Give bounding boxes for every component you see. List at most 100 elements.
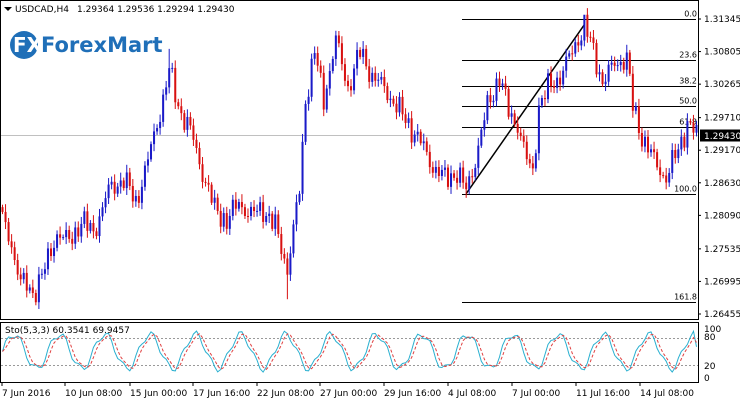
- candle-body: [265, 216, 268, 222]
- candle-body: [28, 287, 31, 291]
- candle-body: [256, 210, 259, 212]
- candle-body: [74, 227, 77, 244]
- candle-body: [156, 128, 159, 132]
- candle-body: [253, 206, 256, 212]
- candle-body: [395, 103, 398, 113]
- collapse-triangle-icon[interactable]: [4, 7, 12, 11]
- candle-body: [401, 96, 404, 115]
- candle-body: [334, 35, 337, 59]
- y-tick-label: 1.27535: [704, 245, 740, 255]
- x-tick-label: 22 Jun 08:00: [257, 389, 314, 399]
- candle-body: [692, 122, 695, 133]
- candle-body: [374, 72, 377, 81]
- candle-body: [353, 68, 356, 91]
- candle-body: [380, 76, 383, 80]
- candle-body: [486, 95, 489, 121]
- x-tick-label: 27 Jun 00:00: [320, 389, 377, 399]
- candle-body: [534, 153, 537, 169]
- candle-body: [556, 77, 559, 88]
- candle-body: [477, 145, 480, 168]
- candle-body: [159, 121, 162, 129]
- candle-body: [168, 68, 171, 88]
- candle-body: [134, 195, 137, 202]
- candle-body: [219, 210, 222, 227]
- candle-body: [143, 165, 146, 187]
- candle-body: [25, 272, 28, 291]
- candle-body: [101, 207, 104, 217]
- candle-body: [413, 134, 416, 143]
- candle-body: [659, 167, 662, 176]
- candle-body: [322, 72, 325, 110]
- candle-body: [204, 181, 207, 183]
- candle-body: [586, 14, 589, 37]
- candle-body: [610, 62, 613, 65]
- candle-body: [295, 202, 298, 225]
- candle-body: [640, 133, 643, 147]
- candle-body: [440, 169, 443, 176]
- candle-body: [107, 184, 110, 199]
- candle-body: [128, 172, 131, 186]
- candle-body: [459, 167, 462, 183]
- candle-body: [665, 175, 668, 183]
- candle-body: [189, 116, 192, 126]
- candle-body: [71, 238, 74, 244]
- forexmart-logo: FX ForexMart: [10, 31, 163, 59]
- candle-body: [537, 105, 540, 154]
- candle-body: [365, 48, 368, 67]
- candle-body: [350, 86, 353, 91]
- candle-body: [568, 53, 571, 57]
- candle-body: [259, 202, 262, 211]
- logo-mark: FX: [13, 33, 43, 57]
- candle-body: [695, 124, 698, 133]
- candle-body: [656, 152, 659, 168]
- stoch-plot-frame: [0, 322, 699, 383]
- candle-body: [546, 73, 550, 100]
- candle-body: [277, 214, 280, 235]
- candle-body: [46, 248, 49, 270]
- candle-body: [34, 293, 37, 303]
- candle-body: [7, 222, 10, 242]
- logo-text: ForexMart: [41, 33, 163, 57]
- candle-body: [428, 151, 431, 168]
- candle-body: [340, 43, 343, 65]
- candle-body: [56, 234, 59, 248]
- candle-body: [592, 37, 595, 43]
- x-tick-label: 29 Jun 16:00: [384, 389, 441, 399]
- x-tick-label: 7 Jun 2016: [2, 389, 51, 399]
- candle-body: [19, 274, 22, 280]
- candle-body: [650, 149, 653, 153]
- candle-body: [492, 100, 495, 103]
- y-tick-label: 1.30805: [704, 48, 740, 58]
- candle-body: [98, 216, 101, 237]
- candle-body: [95, 231, 98, 237]
- candle-body: [201, 164, 204, 182]
- candle-body: [465, 182, 468, 190]
- stoch-level-label: 20: [704, 362, 716, 372]
- candle-body: [601, 72, 604, 85]
- fib-level-label: 100.0: [674, 185, 697, 194]
- x-tick-label: 15 Jun 00:00: [130, 389, 187, 399]
- candle-body: [480, 129, 483, 146]
- candle-body: [125, 172, 128, 189]
- candle-body: [377, 79, 380, 81]
- candle-body: [407, 118, 410, 123]
- candle-body: [243, 207, 246, 216]
- candle-body: [110, 181, 113, 185]
- candle-body: [504, 83, 507, 89]
- candle-body: [271, 213, 274, 229]
- candle-body: [240, 202, 243, 208]
- candle-body: [616, 65, 619, 67]
- candle-body: [231, 199, 234, 216]
- candle-body: [471, 176, 474, 178]
- candle-body: [319, 65, 322, 73]
- y-tick-label: 1.26995: [704, 277, 740, 287]
- candle-body: [507, 88, 510, 117]
- candle-body: [13, 247, 16, 261]
- candle-body: [683, 136, 686, 148]
- candle-body: [468, 176, 471, 190]
- candle-body: [37, 274, 40, 303]
- candle-body: [434, 166, 437, 173]
- candle-body: [262, 202, 265, 222]
- candle-body: [177, 102, 180, 107]
